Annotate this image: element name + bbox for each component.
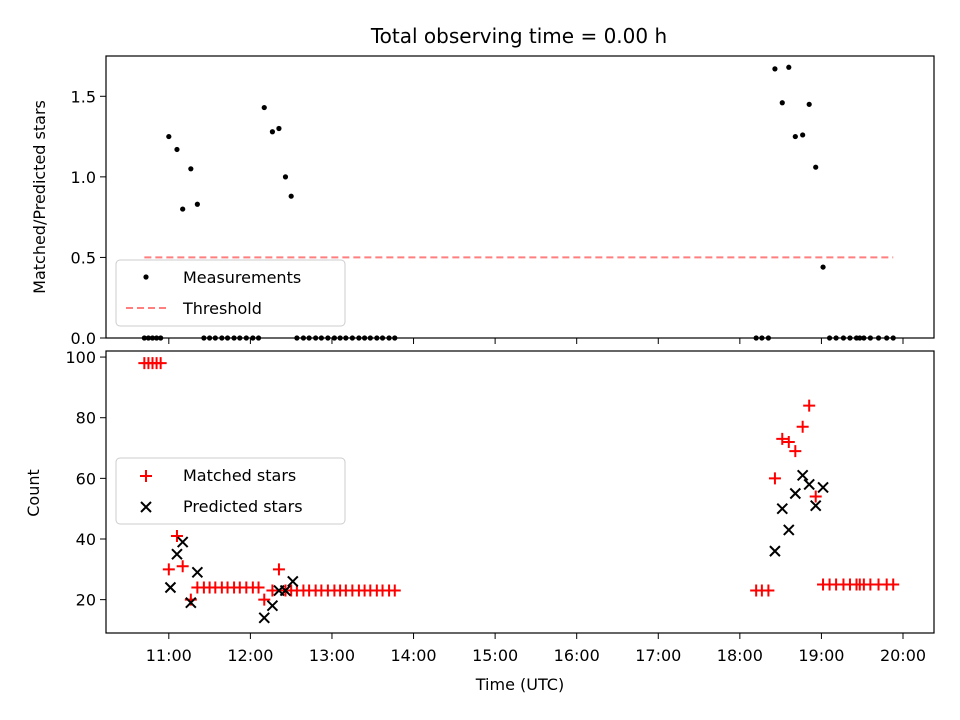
measurement-point — [288, 193, 294, 199]
ratio-y-axis-label: Matched/Predicted stars — [30, 100, 49, 294]
ratio-y-axis: 0.0 0.5 1.0 1.5 — [71, 87, 106, 348]
legend-measurements-marker — [143, 274, 149, 280]
count-legend: Matched stars Predicted stars — [115, 457, 346, 525]
predicted-star-point — [810, 499, 822, 512]
count-x-tick-label: 19:00 — [798, 646, 844, 665]
count-y-tick-label: 20 — [76, 591, 96, 610]
legend-predicted-label: Predicted stars — [183, 497, 303, 516]
matched-star-point — [272, 563, 285, 576]
measurement-point — [188, 166, 194, 172]
measurement-point — [806, 101, 812, 107]
measurement-point — [174, 146, 180, 153]
measurement-point — [779, 100, 785, 106]
predicted-star-point — [171, 548, 183, 560]
legend-measurements-label: Measurements — [183, 268, 301, 287]
predicted-star-point — [776, 502, 788, 515]
count-y-tick-label: 60 — [76, 469, 96, 488]
ratio-plot-frame — [105, 55, 935, 339]
count-x-tick-label: 20:00 — [880, 646, 926, 665]
legend-matched-label: Matched stars — [183, 466, 296, 485]
matched-star-point — [782, 435, 795, 448]
measurement-point — [800, 132, 806, 138]
predicted-star-point — [817, 481, 829, 494]
matched-star-point — [266, 584, 279, 597]
matched-star-point — [768, 472, 781, 485]
ratio-legend-box — [115, 259, 346, 327]
count-x-tick-label: 12:00 — [227, 646, 273, 665]
chart-title: Total observing time = 0.00 h — [370, 24, 667, 48]
ratio-panel: Total observing time = 0.00 h 0.0 0.5 1.0 1… — [30, 24, 935, 348]
predicted-star-point — [783, 524, 795, 536]
ratio-y-tick-label: 0.5 — [71, 248, 96, 267]
count-x-tick-label: 18:00 — [717, 646, 763, 665]
legend-matched-marker — [140, 470, 152, 482]
matched-star-point — [258, 593, 271, 606]
count-x-tick-label: 15:00 — [472, 646, 518, 665]
matched-star-point — [809, 490, 822, 503]
count-legend-box — [115, 457, 346, 525]
predicted-star-point — [287, 575, 299, 588]
predicted-star-point — [279, 584, 292, 597]
count-x-tick-label: 11:00 — [146, 646, 192, 665]
predicted-star-point — [266, 600, 279, 612]
measurement-point — [194, 201, 200, 207]
legend-threshold-label: Threshold — [182, 299, 262, 318]
measurement-point — [269, 129, 276, 135]
predicted-star-point — [789, 487, 802, 500]
matched-star-point — [796, 420, 809, 433]
count-y-tick-label: 40 — [76, 530, 96, 549]
ratio-y-tick-label: 0.0 — [71, 329, 96, 348]
count-x-tick-label: 16:00 — [554, 646, 600, 665]
count-y-axis: 20 40 60 80 100 — [65, 348, 106, 610]
predicted-star-point — [803, 478, 815, 491]
count-plot-area — [138, 357, 900, 624]
measurement-point — [813, 164, 819, 170]
predicted-star-point — [796, 469, 809, 482]
matched-star-point — [176, 560, 189, 573]
predicted-star-point — [164, 581, 177, 594]
predicted-star-point — [258, 612, 270, 624]
count-x-tick-label: 13:00 — [309, 646, 355, 665]
count-x-tick-label: 14:00 — [390, 646, 436, 665]
count-plot-frame — [105, 350, 935, 634]
predicted-star-point — [769, 545, 781, 557]
matched-star-point — [162, 563, 175, 576]
count-y-axis-label: Count — [24, 469, 43, 517]
matched-star-point — [170, 529, 183, 542]
measurement-point — [786, 64, 792, 70]
matched-star-point — [154, 357, 167, 370]
matched-star-point — [762, 584, 775, 597]
ratio-x-ticks — [168, 338, 904, 344]
measurement-point — [792, 133, 798, 140]
measurement-point — [772, 66, 778, 72]
count-x-tick-label: 17:00 — [635, 646, 681, 665]
count-x-axis: 11:00 12:00 13:00 14:00 15:00 16:00 17:00 18:00… — [146, 633, 926, 665]
matched-star-point — [789, 445, 802, 458]
matched-star-point — [887, 578, 900, 591]
legend-predicted-marker — [140, 501, 152, 513]
count-y-tick-label: 100 — [65, 348, 96, 367]
measurement-point — [820, 264, 826, 270]
measurement-point — [180, 206, 186, 212]
measurement-point — [166, 133, 172, 140]
count-panel: 20 40 60 80 100 11:00 12:00 13:00 14:00 15:00 16:… — [24, 348, 935, 694]
measurement-point — [282, 174, 289, 180]
ratio-legend: Measurements Threshold — [115, 259, 346, 327]
matched-star-point — [803, 399, 816, 412]
count-y-tick-label: 80 — [76, 409, 96, 428]
predicted-star-point — [176, 536, 189, 548]
predicted-star-point — [191, 566, 204, 579]
matched-star-point — [776, 432, 789, 445]
count-x-axis-label: Time (UTC) — [475, 675, 564, 694]
measurement-point — [276, 125, 282, 132]
ratio-y-tick-label: 1.5 — [71, 87, 96, 106]
measurement-point — [261, 104, 267, 111]
predicted-star-point — [185, 596, 197, 609]
ratio-y-tick-label: 1.0 — [71, 168, 96, 187]
matched-star-point — [388, 584, 401, 597]
matched-star-point — [252, 581, 265, 594]
